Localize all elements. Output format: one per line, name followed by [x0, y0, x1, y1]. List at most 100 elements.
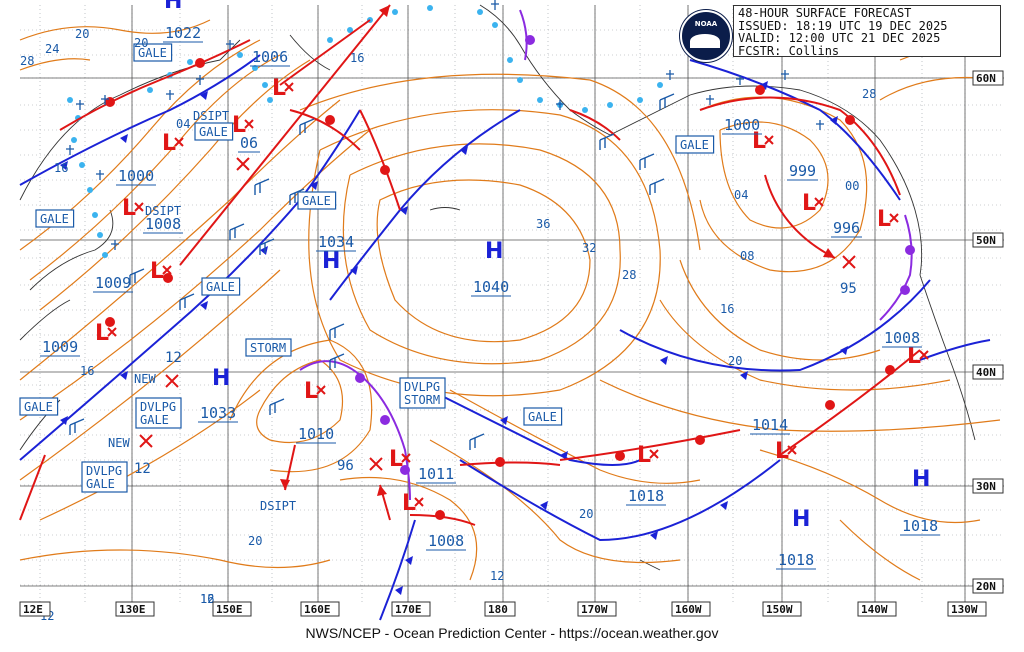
longitude-label-box: [671, 601, 711, 617]
pressure-value-label: 1018: [778, 551, 814, 569]
low-center-x-mark: [244, 119, 254, 129]
warning-label: DVLPG: [404, 380, 440, 394]
minor-map-label: 96: [337, 458, 354, 474]
low-center-x-mark: [814, 197, 824, 207]
pressure-value-label: 06: [240, 134, 258, 152]
minor-map-label: NEW: [134, 372, 156, 386]
warning-box: [523, 407, 563, 426]
latitude-label: 20N: [976, 580, 996, 593]
isobar-value-label: 16: [350, 51, 364, 65]
isobar-value-label: 04: [734, 188, 748, 202]
track-arrowheads: [280, 5, 835, 496]
isobar-value-label: 16: [80, 364, 94, 378]
low-pressure-symbol: L: [150, 259, 164, 284]
warning-box: [135, 397, 182, 429]
low-pressure-symbol: L: [877, 207, 891, 232]
longitude-label: 130W: [951, 603, 978, 616]
warning-label: GALE: [24, 400, 53, 414]
isobar-value-label: 16: [54, 161, 68, 175]
latitude-label: 40N: [976, 366, 996, 379]
longitude-label: 140W: [861, 603, 888, 616]
major-graticule: [20, 5, 1004, 605]
warning-box: [245, 338, 292, 357]
low-pressure-symbol: L: [752, 129, 766, 154]
low-center-x-mark: [787, 445, 797, 455]
warning-dissipating-label: DSIPT: [193, 109, 229, 123]
pressure-value-label: 996: [833, 219, 860, 237]
longitude-label: 180: [488, 603, 508, 616]
pressure-value-label: 1008: [145, 215, 181, 233]
high-pressure-symbol: H: [912, 467, 930, 492]
pressure-value-label: 999: [789, 162, 816, 180]
low-center-x-mark: [414, 497, 424, 507]
latitude-label-box: [972, 232, 1004, 248]
high-pressure-symbol: H: [485, 239, 503, 264]
warning-box: [297, 191, 337, 210]
low-pressure-symbol: L: [389, 447, 403, 472]
warning-label: GALE: [199, 125, 228, 139]
low-pressure-symbol: L: [637, 443, 651, 468]
minor-map-label: 12: [134, 461, 151, 477]
isobar-value-label: 32: [582, 241, 596, 255]
pressure-value-label: 1033: [200, 404, 236, 422]
warning-box: [675, 135, 715, 154]
longitude-label: 160W: [675, 603, 702, 616]
isobar-value-label: 36: [536, 217, 550, 231]
footer-credit: NWS/NCEP - Ocean Prediction Center - htt…: [305, 625, 719, 641]
pressure-value-label: 1014: [752, 416, 788, 434]
latitude-label: 30N: [976, 480, 996, 493]
warning-box: [399, 377, 446, 409]
warning-label: GALE: [138, 46, 167, 60]
longitude-label: 12E: [23, 603, 43, 616]
low-center-x-mark: [764, 135, 774, 145]
low-center-x-mark: [649, 449, 659, 459]
pressure-value-label: 1009: [95, 274, 131, 292]
low-pressure-symbol: L: [907, 344, 921, 369]
warning-dissipating-label: DSIPT: [260, 499, 296, 513]
pressure-value-label: 1040: [473, 278, 509, 296]
warning-dissipating-label: DSIPT: [145, 204, 181, 218]
noaa-logo: NOAA: [680, 10, 732, 62]
isobar-value-label: 24: [45, 42, 59, 56]
isobar-value-label: 08: [740, 249, 754, 263]
warm-fronts: [59, 39, 921, 526]
longitude-label-box: [484, 601, 516, 617]
latitude-label-box: [972, 578, 1004, 594]
wind-barbs: [69, 93, 675, 450]
longitude-label-box: [212, 601, 252, 617]
latitude-label-box: [972, 70, 1004, 86]
isobar-value-label: 28: [862, 87, 876, 101]
longitude-label: 130E: [119, 603, 146, 616]
latitude-label-box: [972, 364, 1004, 380]
low-pressure-symbol: L: [775, 439, 789, 464]
low-center-x-mark: [174, 137, 184, 147]
isobar-value-label: 20: [248, 534, 262, 548]
high-pressure-symbol: H: [322, 249, 340, 274]
isobar-value-label: 28: [20, 54, 34, 68]
isobar-value-label: 20: [579, 507, 593, 521]
warning-box: [194, 122, 234, 141]
warning-label: GALE: [206, 280, 235, 294]
low-pressure-symbol: L: [272, 76, 286, 101]
low-pressure-symbol: L: [95, 321, 109, 346]
low-pressure-symbol: L: [402, 491, 416, 516]
storm-x-marks: [139, 157, 856, 471]
forecast-header: 48-HOUR SURFACE FORECAST ISSUED: 18:19 U…: [733, 5, 1001, 57]
longitude-label: 170W: [581, 603, 608, 616]
warning-label: DVLPG: [86, 464, 122, 478]
header-valid: VALID: 12:00 UTC 21 DEC 2025: [738, 31, 941, 45]
pressure-value-label: 1034: [318, 233, 354, 251]
longitude-label-box: [577, 601, 617, 617]
header-title: 48-HOUR SURFACE FORECAST: [738, 6, 912, 20]
low-pressure-symbol: L: [122, 196, 136, 221]
pressure-value-label: 1018: [902, 517, 938, 535]
low-center-x-mark: [134, 202, 144, 212]
pressure-value-label: 1008: [428, 532, 464, 550]
ice-edge: [67, 5, 663, 258]
longitude-label-box: [391, 601, 431, 617]
minor-map-label: 95: [840, 281, 857, 297]
longitude-label: 150E: [216, 603, 243, 616]
longitude-label-box: [857, 601, 897, 617]
